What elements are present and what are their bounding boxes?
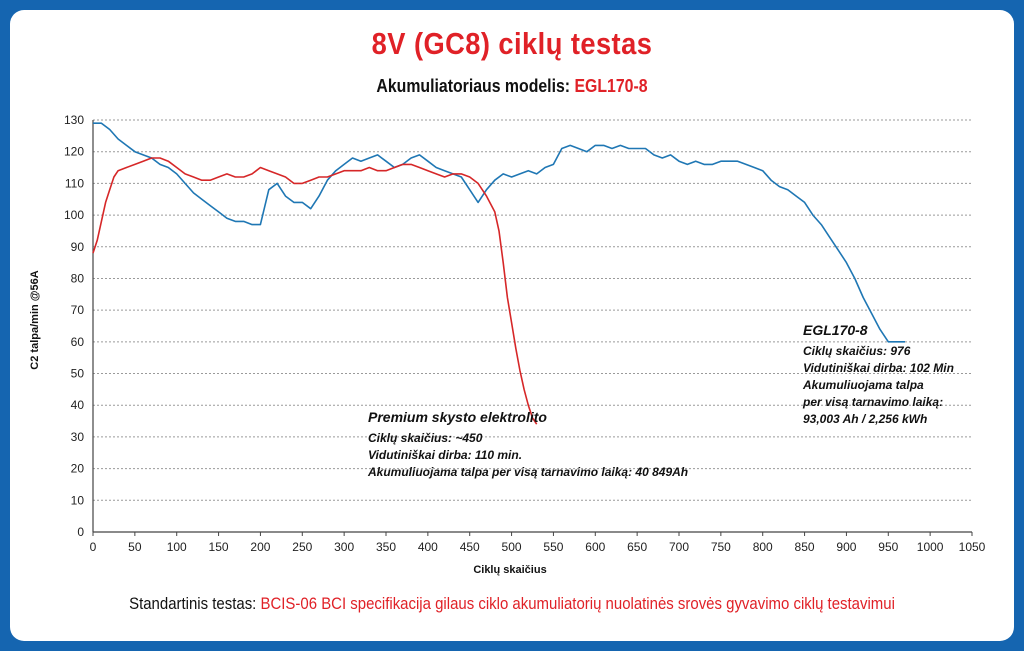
x-tick-label: 500	[502, 540, 522, 554]
y-axis-label: C2 talpa/min @56A	[29, 270, 41, 369]
x-tick-label: 250	[292, 540, 312, 554]
x-tick-label: 300	[334, 540, 354, 554]
annotation-egl-line: Ciklų skaičius: 976	[803, 344, 911, 358]
x-tick-label: 850	[795, 540, 815, 554]
y-tick-label: 40	[71, 398, 85, 412]
x-axis-label: Ciklų skaičius	[473, 564, 546, 576]
x-tick-labels: 0 50 100 150 200 250 300 350 400 450 500 550 600 650 7…	[90, 540, 986, 554]
y-tick-label: 110	[65, 176, 84, 190]
annotation-egl-line: 93,003 Ah / 2,256 kWh	[803, 412, 927, 426]
y-tick-label: 70	[71, 303, 85, 317]
annotation-premium: Premium skysto elektrolito Ciklų skaičiu…	[367, 409, 688, 479]
annotation-egl: EGL170-8 Ciklų skaičius: 976 Vidutiniška…	[802, 322, 954, 426]
x-tick-label: 900	[836, 540, 856, 554]
y-tick-label: 80	[71, 271, 85, 285]
x-tick-label: 450	[460, 540, 480, 554]
y-tick-label: 90	[71, 240, 85, 254]
x-tick-label: 700	[669, 540, 689, 554]
series-line-premium	[92, 157, 538, 425]
x-tick-label: 150	[209, 540, 229, 554]
annotation-egl-title: EGL170-8	[803, 322, 868, 338]
footer-text: BCIS-06 BCI specifikacija gilaus ciklo a…	[260, 594, 895, 613]
x-tick-label: 600	[585, 540, 605, 554]
x-tick-label: 200	[250, 540, 270, 554]
y-tick-label: 20	[71, 462, 85, 476]
axes	[92, 120, 973, 536]
x-tick-label: 1050	[959, 540, 986, 554]
x-tick-label: 650	[627, 540, 647, 554]
y-tick-label: 60	[71, 335, 85, 349]
annotation-egl-line: Akumuliuojama talpa	[802, 378, 924, 392]
y-tick-labels: 0 10 20 30 40 50 60 70 80 90 100 110 120 130	[64, 113, 84, 539]
x-tick-label: 0	[90, 540, 97, 554]
x-tick-label: 350	[376, 540, 396, 554]
y-tick-label: 100	[64, 208, 84, 222]
x-tick-label: 750	[711, 540, 731, 554]
footer-note: Standartinis testas: BCIS-06 BCI specifi…	[61, 594, 962, 614]
x-tick-label: 800	[753, 540, 773, 554]
annotation-premium-line: Ciklų skaičius: ~450	[368, 431, 483, 445]
series-lines	[92, 122, 905, 425]
x-tick-label: 100	[167, 540, 187, 554]
annotation-premium-line: Akumuliuojama talpa per visą tarnavimo l…	[367, 465, 688, 479]
series-line-egl170-8	[93, 122, 905, 343]
x-tick-label: 400	[418, 540, 438, 554]
annotation-egl-line: per visą tarnavimo laiką:	[802, 395, 943, 409]
y-tick-label: 0	[77, 525, 84, 539]
annotation-premium-line: Vidutiniškai dirba: 110 min.	[368, 448, 522, 462]
x-tick-label: 1000	[917, 540, 944, 554]
x-tick-label: 50	[128, 540, 142, 554]
annotation-premium-title: Premium skysto elektrolito	[368, 409, 547, 425]
y-tick-label: 10	[71, 493, 85, 507]
model-label: Akumuliatoriaus modelis:	[376, 76, 571, 96]
x-tick-label: 550	[543, 540, 563, 554]
footer-label: Standartinis testas:	[129, 594, 257, 613]
annotation-egl-line: Vidutiniškai dirba: 102 Min	[803, 361, 954, 375]
model-name: EGL170-8	[574, 76, 648, 96]
y-tick-label: 120	[64, 145, 84, 159]
chart-subtitle: Akumuliatoriaus modelis: EGL170-8	[61, 76, 962, 97]
y-tick-label: 130	[64, 113, 84, 127]
grid-lines	[93, 119, 972, 501]
y-tick-label: 50	[71, 367, 85, 381]
y-tick-label: 30	[71, 430, 85, 444]
x-tick-label: 950	[878, 540, 898, 554]
chart-title: 8V (GC8) ciklų testas	[371, 26, 653, 61]
